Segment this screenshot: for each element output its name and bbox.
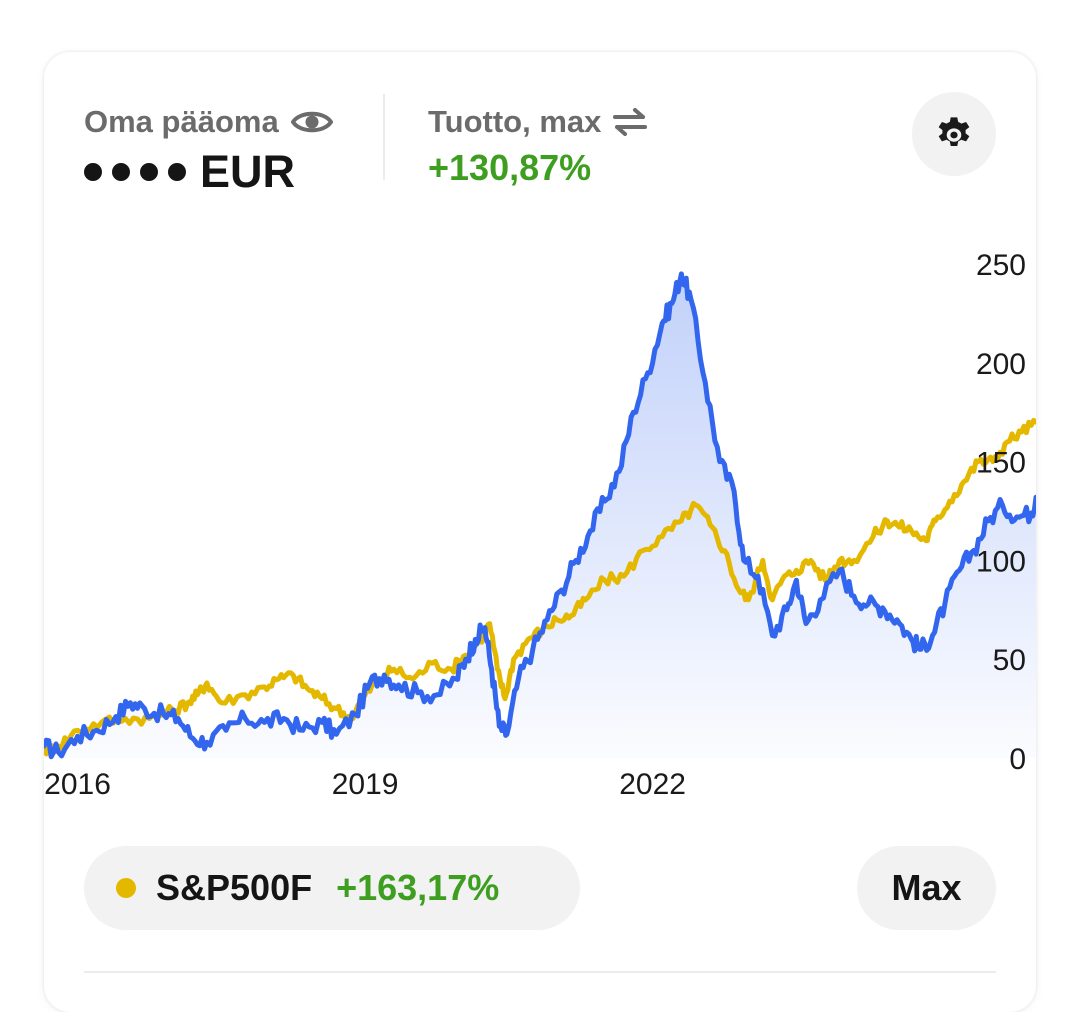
settings-button[interactable] [912, 92, 996, 176]
section-divider [84, 971, 996, 973]
benchmark-line [44, 417, 1036, 757]
x-tick-label: 2016 [44, 768, 111, 801]
portfolio-card: Oma pääoma EUR Tuotto, max +130,87% [44, 52, 1036, 1012]
eye-icon[interactable] [290, 107, 333, 137]
equity-label-row: Oma pääoma [84, 102, 333, 142]
portfolio-line [44, 271, 1036, 760]
equity-label: Oma pääoma [84, 104, 279, 139]
equity-currency: EUR [200, 146, 296, 197]
performance-chart[interactable]: 250 200 150 100 50 0 2016 2019 2022 [44, 52, 1036, 832]
y-tick-label: 200 [976, 348, 1026, 381]
y-tick-label: 50 [993, 644, 1026, 677]
swap-arrows-icon[interactable] [613, 108, 648, 136]
y-tick-label: 150 [976, 447, 1026, 480]
equity-value: EUR [84, 144, 295, 200]
benchmark-color-dot [116, 878, 136, 898]
gear-icon [938, 117, 970, 146]
benchmark-return: +163,17% [336, 867, 500, 908]
y-tick-label: 250 [976, 249, 1026, 282]
portfolio-area [44, 273, 1036, 758]
hidden-amount-dots [84, 163, 186, 181]
return-value: +130,87% [428, 147, 592, 188]
benchmark-name: S&P500F [156, 867, 313, 908]
return-label-row[interactable]: Tuotto, max [428, 102, 648, 142]
benchmark-legend[interactable]: S&P500F +163,17% [84, 846, 580, 930]
range-max-button[interactable]: Max [857, 846, 996, 930]
x-tick-label: 2019 [332, 768, 399, 801]
return-label: Tuotto, max [428, 104, 602, 139]
header-divider [383, 94, 385, 180]
y-tick-label: 100 [976, 545, 1026, 578]
y-tick-label: 0 [1009, 743, 1026, 776]
x-tick-label: 2022 [619, 768, 686, 801]
